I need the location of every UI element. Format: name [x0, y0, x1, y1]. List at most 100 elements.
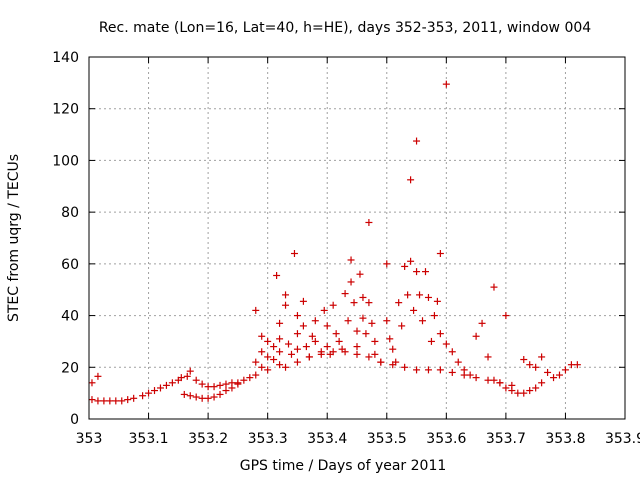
data-point: [302, 343, 310, 351]
data-point: [460, 371, 468, 379]
data-point: [106, 397, 114, 405]
data-point: [377, 358, 385, 366]
data-point: [538, 353, 546, 361]
data-point: [204, 383, 212, 391]
data-point: [264, 337, 272, 345]
data-point: [276, 319, 284, 327]
data-point: [365, 299, 373, 307]
data-point: [544, 368, 552, 376]
data-point: [270, 356, 278, 364]
data-point: [502, 384, 510, 392]
data-point: [329, 348, 337, 356]
data-point: [130, 394, 138, 402]
data-point: [362, 330, 370, 338]
data-point: [383, 317, 391, 325]
data-point: [341, 348, 349, 356]
data-point: [490, 283, 498, 291]
data-point: [478, 319, 486, 327]
data-point: [448, 368, 456, 376]
data-point: [413, 268, 421, 276]
data-point: [151, 387, 159, 395]
data-point: [293, 330, 301, 338]
data-point: [139, 392, 147, 400]
data-point: [413, 366, 421, 374]
data-point: [436, 366, 444, 374]
data-point: [186, 367, 194, 375]
chart-title: Rec. mate (Lon=16, Lat=40, h=HE), days 3…: [99, 20, 591, 36]
y-tick-label: 120: [52, 102, 79, 118]
data-point: [353, 343, 361, 351]
data-point: [258, 332, 266, 340]
data-point: [264, 353, 272, 361]
data-point: [192, 376, 200, 384]
data-point: [484, 353, 492, 361]
data-point: [567, 361, 575, 369]
data-point: [177, 374, 185, 382]
data-point: [430, 312, 438, 320]
data-point: [561, 366, 569, 374]
data-point: [416, 291, 424, 299]
data-point: [282, 291, 290, 299]
y-tick-label: 140: [52, 50, 79, 66]
data-point: [401, 363, 409, 371]
data-point: [448, 348, 456, 356]
data-point: [371, 350, 379, 358]
data-point: [413, 137, 421, 145]
data-point: [424, 366, 432, 374]
data-point: [234, 380, 242, 388]
data-point: [276, 348, 284, 356]
data-point: [311, 317, 319, 325]
data-point: [88, 396, 96, 404]
data-point: [317, 350, 325, 358]
data-point: [252, 371, 260, 379]
data-point: [290, 250, 298, 258]
data-points: [88, 80, 581, 405]
data-point: [168, 379, 176, 387]
x-tick-label: 353.4: [307, 431, 347, 447]
data-point: [305, 353, 313, 361]
data-point: [320, 306, 328, 314]
data-point: [216, 381, 224, 389]
y-tick-label: 100: [52, 153, 79, 169]
data-point: [222, 380, 230, 388]
data-point: [442, 340, 450, 348]
data-point: [198, 380, 206, 388]
data-point: [347, 256, 355, 264]
x-tick-label: 353.2: [188, 431, 228, 447]
data-point: [365, 353, 373, 361]
data-point: [273, 271, 281, 279]
data-point: [484, 376, 492, 384]
y-axis-label: STEC from uqrg / TECUs: [6, 154, 22, 322]
data-point: [520, 389, 528, 397]
data-point: [323, 322, 331, 330]
data-point: [285, 340, 293, 348]
data-point: [222, 387, 230, 395]
data-point: [371, 337, 379, 345]
data-point: [118, 397, 126, 405]
y-tick-label: 80: [61, 205, 79, 221]
data-point: [299, 322, 307, 330]
y-tick-label: 40: [61, 309, 79, 325]
plot-frame: [88, 56, 626, 420]
data-point: [421, 268, 429, 276]
data-point: [282, 363, 290, 371]
x-tick-label: 353.9: [605, 431, 640, 447]
data-point: [419, 317, 427, 325]
data-point: [282, 301, 290, 309]
data-point: [520, 356, 528, 364]
data-point: [365, 218, 373, 226]
data-point: [472, 374, 480, 382]
data-point: [350, 299, 358, 307]
data-point: [404, 291, 412, 299]
data-point: [502, 312, 510, 320]
data-point: [356, 270, 364, 278]
data-point: [240, 376, 248, 384]
data-point: [341, 290, 349, 298]
data-point: [433, 297, 441, 305]
data-point: [424, 293, 432, 301]
data-point: [359, 314, 367, 322]
data-point: [186, 392, 194, 400]
data-point: [112, 397, 120, 405]
data-point: [368, 319, 376, 327]
data-point: [401, 262, 409, 270]
